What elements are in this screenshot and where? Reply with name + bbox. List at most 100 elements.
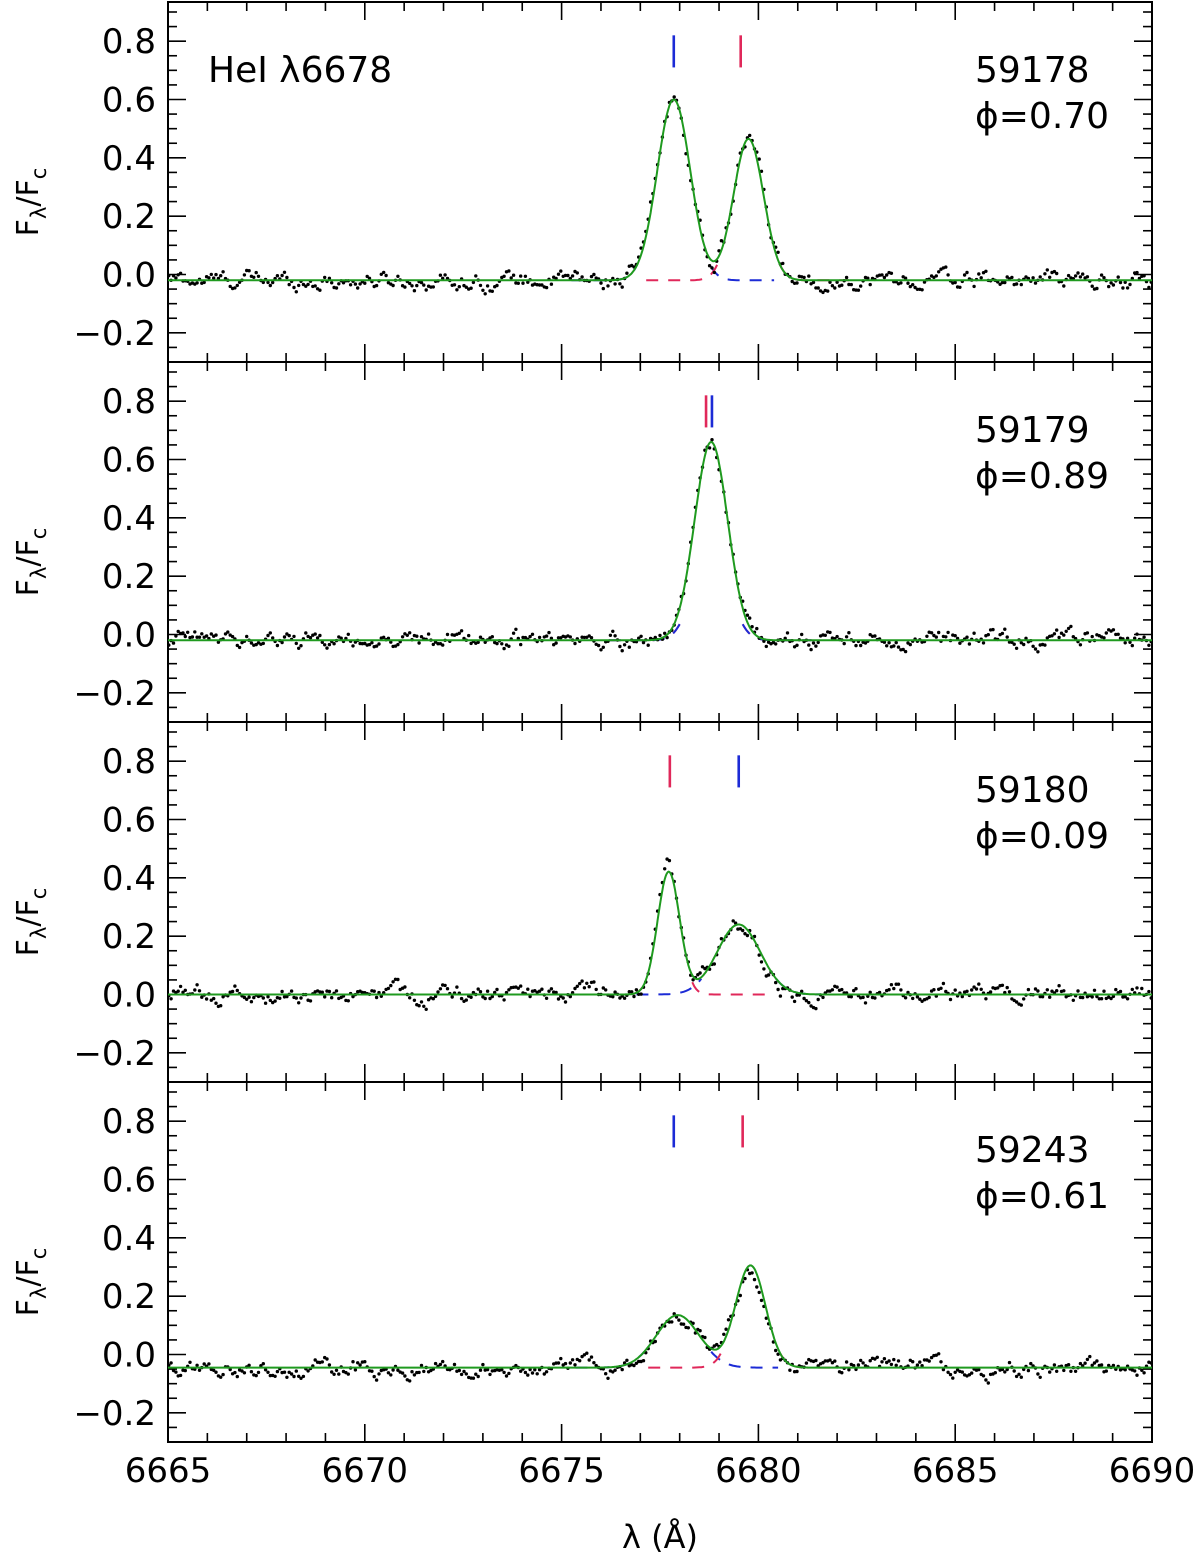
observed-point — [1019, 282, 1023, 287]
observed-point — [859, 643, 863, 648]
observed-point — [1066, 626, 1071, 631]
observed-point — [1050, 989, 1054, 993]
observed-point — [464, 998, 468, 1002]
observed-point — [698, 971, 702, 975]
observed-point — [330, 1370, 334, 1374]
observed-point — [1055, 1369, 1059, 1374]
observed-point — [830, 988, 835, 992]
observed-point — [450, 995, 454, 999]
observed-point — [840, 283, 844, 287]
observed-point — [1031, 644, 1035, 648]
observed-point — [297, 1374, 301, 1379]
observed-point — [816, 286, 820, 290]
observed-point — [266, 1370, 270, 1375]
observed-point — [242, 1371, 247, 1375]
observed-point — [1029, 1361, 1033, 1366]
observed-point — [573, 1363, 577, 1367]
observed-point — [249, 1370, 254, 1374]
observed-point — [483, 996, 487, 1001]
observed-point — [292, 285, 296, 290]
observed-point — [932, 633, 936, 638]
observed-point — [566, 273, 570, 278]
x-tick-label: 6675 — [518, 1451, 605, 1491]
observed-point — [490, 994, 494, 999]
observed-point — [547, 630, 551, 635]
observed-point — [868, 1359, 872, 1363]
observed-point — [606, 284, 610, 288]
observed-point — [337, 282, 341, 286]
observed-point — [816, 640, 820, 645]
observed-point — [396, 1368, 400, 1372]
observed-point — [171, 641, 176, 645]
observed-point — [681, 1322, 686, 1326]
observed-point — [939, 1360, 943, 1364]
observed-point — [1000, 983, 1005, 987]
observed-point — [757, 1290, 761, 1295]
observed-point — [299, 1376, 303, 1381]
observed-point — [254, 1373, 258, 1378]
observed-point — [214, 1001, 218, 1005]
observed-point — [932, 988, 936, 992]
observed-point — [1140, 1368, 1144, 1373]
observed-point — [519, 1369, 523, 1373]
observed-point — [646, 643, 650, 647]
observed-point — [634, 1361, 639, 1366]
observation-date: 59243 — [975, 1130, 1090, 1171]
observation-date: 59179 — [975, 410, 1090, 451]
observed-point — [528, 994, 532, 999]
observed-point — [495, 987, 499, 992]
observed-point — [245, 634, 249, 639]
observed-point — [1000, 280, 1005, 285]
observed-point — [601, 286, 605, 291]
observed-point — [630, 990, 634, 994]
observed-point — [403, 285, 407, 289]
observed-point — [960, 1370, 964, 1374]
observed-point — [873, 634, 877, 638]
observed-point — [358, 1363, 362, 1367]
x-tick-label: 6665 — [125, 1451, 212, 1491]
observed-point — [1012, 998, 1016, 1003]
observed-point — [488, 1372, 492, 1377]
observed-point — [795, 643, 799, 647]
observed-point — [889, 983, 894, 987]
observed-point — [573, 641, 577, 646]
observed-point — [476, 987, 480, 991]
observed-point — [849, 282, 853, 287]
observed-point — [263, 1001, 268, 1005]
observed-point — [960, 994, 964, 999]
observed-point — [622, 996, 627, 1000]
observed-point — [859, 1358, 863, 1363]
observed-point — [377, 1372, 381, 1376]
component-red-curve — [646, 264, 849, 282]
observed-point — [226, 630, 230, 634]
observed-point — [1118, 989, 1123, 994]
observed-point — [509, 276, 513, 280]
observed-point — [625, 271, 629, 275]
observed-point — [433, 994, 438, 999]
observed-point — [840, 987, 844, 992]
observed-point — [412, 998, 417, 1002]
observed-point — [868, 282, 872, 287]
observed-point — [285, 1375, 289, 1380]
observed-point — [781, 261, 785, 266]
observed-point — [417, 1370, 421, 1375]
y-axis-label: Fλ/Fc — [11, 888, 51, 957]
observed-point — [1007, 1360, 1012, 1365]
observed-point — [896, 982, 901, 986]
observed-point — [287, 282, 291, 287]
observed-point — [1005, 275, 1009, 279]
observed-point — [1135, 632, 1139, 636]
observed-point — [219, 1375, 223, 1379]
x-tick-label: 6680 — [715, 1451, 802, 1491]
model-fit-line — [168, 440, 1152, 642]
observed-point — [405, 633, 409, 637]
observed-point — [828, 280, 832, 284]
observed-point — [356, 1361, 360, 1365]
observed-point — [972, 284, 976, 289]
observed-point — [854, 643, 858, 648]
observed-point — [568, 1361, 572, 1365]
observed-point — [1128, 640, 1132, 644]
observed-point — [261, 1362, 265, 1366]
observed-point — [1036, 989, 1040, 993]
